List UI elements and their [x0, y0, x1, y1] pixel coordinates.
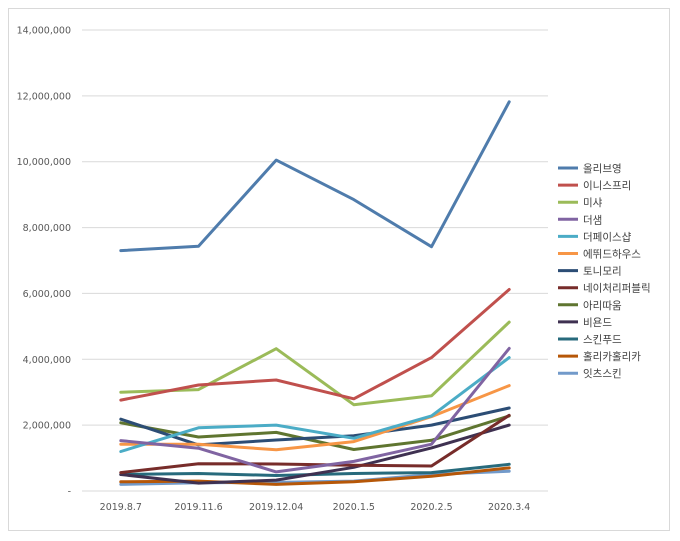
legend-item: 더페이스샵 [558, 231, 632, 243]
series-line [119, 320, 511, 407]
series-line [119, 413, 511, 475]
legend-label: 더샘 [583, 214, 602, 226]
series-line [119, 346, 511, 474]
legend-label: 에뛰드하우스 [583, 248, 641, 261]
y-tick-label: 2,000,000 [23, 421, 71, 432]
legend-item: 토니모리 [558, 266, 622, 278]
y-tick-label: 8,000,000 [23, 223, 71, 234]
x-tick-label: 2020.3.4 [488, 502, 530, 513]
y-axis-tick-labels: - 2,000,000 4,000,000 6,000,000 8,000,000 10,… [17, 26, 71, 498]
x-tick-label: 2019.8.7 [100, 502, 142, 513]
y-tick-label: 14,000,000 [17, 26, 71, 37]
legend-label: 홀리카홀리카 [583, 350, 641, 363]
legend-label: 네이처리퍼블릭 [583, 283, 651, 295]
legend-item: 비욘드 [558, 317, 612, 329]
series-line [119, 414, 511, 451]
x-axis-tick-labels: 2019.8.7 2019.11.6 2019.12.04 2020.1.5 2020.… [100, 502, 531, 513]
legend-item: 올리브영 [558, 163, 622, 175]
x-tick-label: 2019.12.04 [249, 502, 303, 513]
series-line [119, 288, 511, 402]
y-tick-label: - [68, 487, 71, 498]
legend-label: 미샤 [583, 197, 603, 209]
legend-label: 비욘드 [583, 317, 612, 329]
y-tick-label: 12,000,000 [17, 91, 71, 102]
x-tick-label: 2020.2.5 [410, 502, 452, 513]
legend-label: 더페이스샵 [583, 231, 632, 243]
legend-item: 더샘 [558, 214, 602, 226]
series-line [119, 384, 511, 452]
y-tick-label: 6,000,000 [23, 289, 71, 300]
gridlines [82, 29, 548, 492]
legend-label: 잇츠스킨 [583, 368, 622, 380]
y-tick-label: 10,000,000 [17, 157, 71, 168]
x-tick-label: 2019.11.6 [174, 502, 222, 513]
legend-label: 스킨푸드 [583, 334, 622, 346]
legend-label: 아리따움 [583, 300, 622, 312]
legend-item: 아리따움 [558, 300, 622, 312]
series-line [119, 356, 511, 453]
series-line [119, 423, 511, 485]
legend-item: 이니스프리 [558, 180, 631, 192]
series-lines [119, 100, 511, 486]
legend-label: 이니스프리 [583, 180, 631, 192]
legend-label: 토니모리 [583, 266, 622, 278]
legend: 올리브영이니스프리미샤더샘더페이스샵에뛰드하우스토니모리네이처리퍼블릭아리따움비… [558, 163, 651, 380]
legend-item: 미샤 [558, 197, 603, 209]
legend-item: 스킨푸드 [558, 334, 622, 346]
series-line [119, 100, 511, 253]
y-tick-label: 4,000,000 [23, 355, 71, 366]
series-line [119, 406, 511, 447]
legend-label: 올리브영 [583, 163, 622, 175]
legend-item: 에뛰드하우스 [558, 248, 641, 261]
x-tick-label: 2020.1.5 [333, 502, 375, 513]
legend-item: 네이처리퍼블릭 [558, 283, 651, 295]
legend-item: 홀리카홀리카 [558, 350, 641, 363]
legend-item: 잇츠스킨 [558, 368, 622, 380]
